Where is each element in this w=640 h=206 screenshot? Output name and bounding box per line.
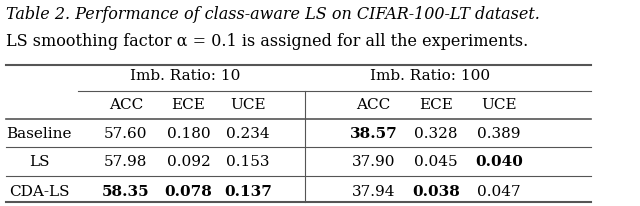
- Text: 0.040: 0.040: [475, 155, 523, 169]
- Text: 58.35: 58.35: [102, 184, 150, 198]
- Text: Imb. Ratio: 100: Imb. Ratio: 100: [370, 68, 490, 82]
- Text: 0.078: 0.078: [164, 184, 212, 198]
- Text: CDA-LS: CDA-LS: [9, 184, 70, 198]
- Text: ECE: ECE: [419, 97, 453, 111]
- Text: Baseline: Baseline: [6, 126, 72, 140]
- Text: 37.90: 37.90: [351, 155, 395, 169]
- Text: Table 2. Performance of class-aware LS on CIFAR-100-LT dataset.: Table 2. Performance of class-aware LS o…: [6, 6, 540, 23]
- Text: 57.60: 57.60: [104, 126, 148, 140]
- Text: 0.180: 0.180: [166, 126, 211, 140]
- Text: Imb. Ratio: 10: Imb. Ratio: 10: [131, 68, 241, 82]
- Text: 0.045: 0.045: [414, 155, 458, 169]
- Text: UCE: UCE: [230, 97, 266, 111]
- Text: 37.94: 37.94: [351, 184, 395, 198]
- Text: 0.153: 0.153: [227, 155, 270, 169]
- Text: UCE: UCE: [481, 97, 516, 111]
- Text: 0.328: 0.328: [414, 126, 458, 140]
- Text: 38.57: 38.57: [349, 126, 397, 140]
- Text: 0.389: 0.389: [477, 126, 520, 140]
- Text: ECE: ECE: [172, 97, 205, 111]
- Text: 0.038: 0.038: [412, 184, 460, 198]
- Text: 0.137: 0.137: [224, 184, 272, 198]
- Text: LS smoothing factor α = 0.1 is assigned for all the experiments.: LS smoothing factor α = 0.1 is assigned …: [6, 33, 529, 50]
- Text: 0.047: 0.047: [477, 184, 520, 198]
- Text: 57.98: 57.98: [104, 155, 147, 169]
- Text: 0.234: 0.234: [227, 126, 270, 140]
- Text: ACC: ACC: [109, 97, 143, 111]
- Text: 0.092: 0.092: [166, 155, 211, 169]
- Text: ACC: ACC: [356, 97, 390, 111]
- Text: LS: LS: [29, 155, 49, 169]
